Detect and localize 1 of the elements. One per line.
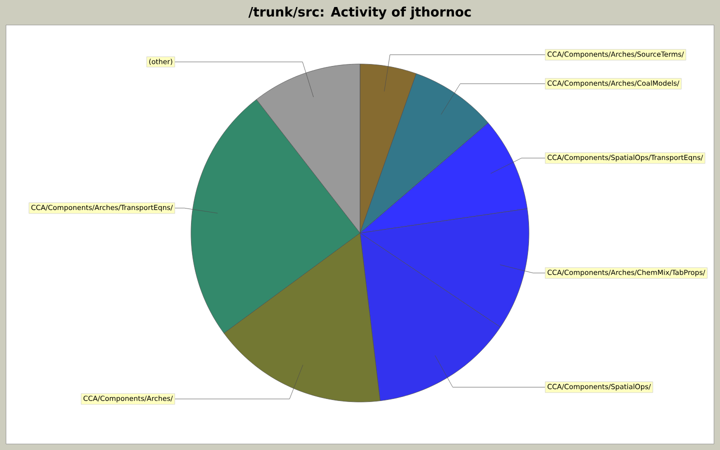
chart-title: /trunk/src: Activity of jthornoc <box>248 6 471 20</box>
